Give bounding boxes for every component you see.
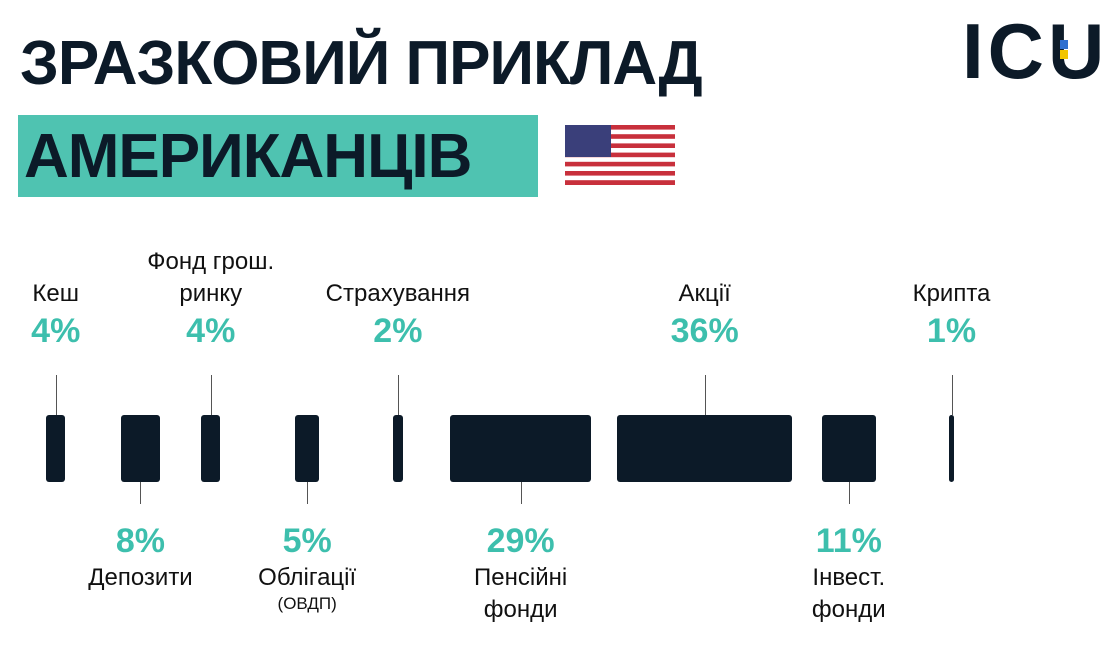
value-label: 29% xyxy=(486,522,555,560)
label-group: Крипта 1% xyxy=(913,278,991,352)
value-label: 36% xyxy=(670,312,739,350)
value-label: 5% xyxy=(282,522,332,560)
category-label: Облігації xyxy=(258,564,357,591)
bar xyxy=(617,415,793,482)
category-label: Крипта xyxy=(912,280,991,307)
category-label: Кеш xyxy=(32,280,80,307)
bar xyxy=(393,415,403,482)
value-label: 1% xyxy=(926,312,977,350)
category-label: Акції xyxy=(678,280,731,307)
connector xyxy=(140,482,142,504)
bar xyxy=(822,415,876,482)
label-group: Акції 36% xyxy=(671,278,739,352)
label-group: 8% Депозити xyxy=(88,520,192,594)
label-group: Фонд грош. ринку 4% xyxy=(126,246,296,352)
category-label: Депозити xyxy=(88,564,193,591)
bar xyxy=(450,415,592,482)
logo-accent xyxy=(1060,40,1068,49)
bar xyxy=(121,415,160,482)
us-flag xyxy=(565,125,675,185)
label-group: Страхування 2% xyxy=(326,278,470,352)
connector xyxy=(55,375,57,415)
bar xyxy=(201,415,221,482)
title: ЗРАЗКОВИЙ ПРИКЛАД xyxy=(20,29,703,98)
connector xyxy=(307,482,309,504)
category-label: Пенсійні фонди xyxy=(474,564,568,623)
category-label: Фонд грош. ринку xyxy=(147,248,275,307)
value-label: 4% xyxy=(186,312,236,350)
connector xyxy=(397,375,399,415)
highlight xyxy=(18,115,538,197)
label-group: 29% Пенсійні фонди xyxy=(456,520,586,626)
subtitle: АМЕРИКАНЦІВ xyxy=(24,122,472,191)
connector xyxy=(848,482,850,504)
label-group: Кеш 4% xyxy=(31,278,80,352)
connector xyxy=(520,482,522,504)
logo-accent xyxy=(1060,50,1068,59)
bar xyxy=(295,415,320,482)
category-label: Інвест. фонди xyxy=(811,564,886,623)
logo: ICU xyxy=(962,7,1109,95)
connector xyxy=(210,375,212,415)
value-label: 11% xyxy=(815,522,882,560)
connector xyxy=(704,375,706,415)
connector xyxy=(951,375,953,415)
bar xyxy=(949,415,954,482)
label-group: 5% Облігації (ОВДП) xyxy=(258,520,356,614)
label-group: 11% Інвест. фонди xyxy=(794,520,904,626)
value-label: 4% xyxy=(31,312,81,350)
bar xyxy=(46,415,66,482)
value-label: 2% xyxy=(373,312,423,350)
category-label: Страхування xyxy=(325,280,471,307)
annotation: (ОВДП) xyxy=(277,594,337,613)
value-label: 8% xyxy=(115,522,166,560)
